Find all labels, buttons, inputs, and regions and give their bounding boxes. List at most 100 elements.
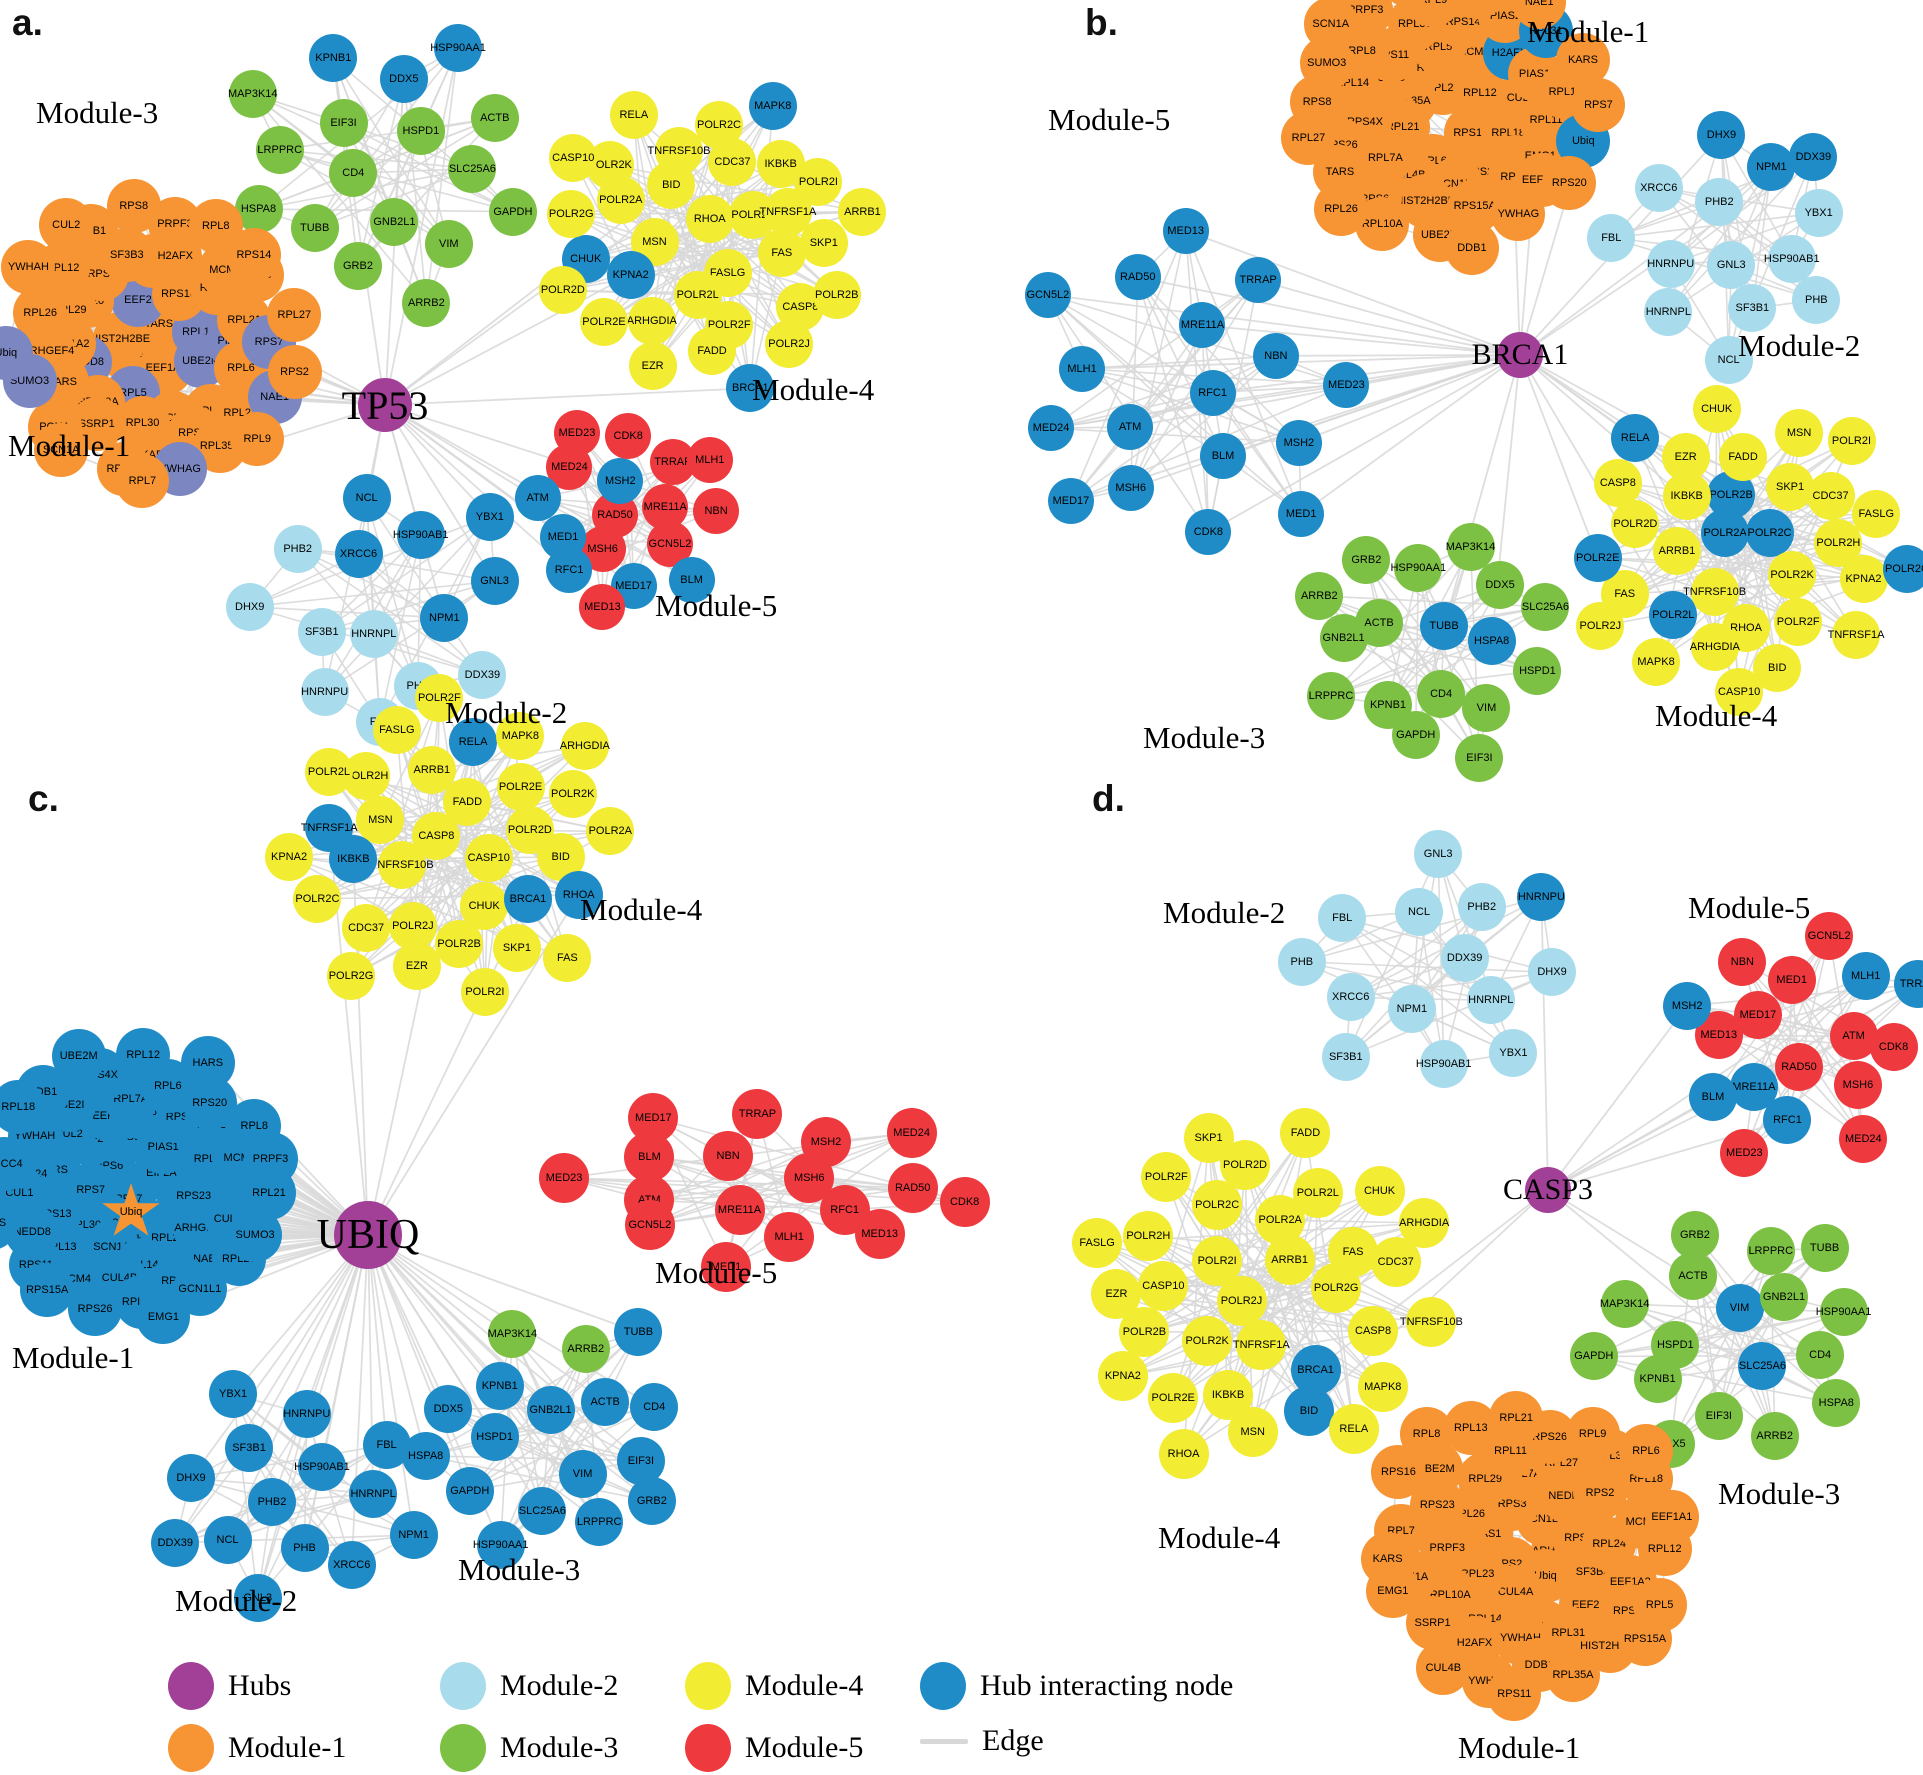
gene-node[interactable]: FASLG bbox=[372, 706, 421, 755]
gene-node[interactable]: LRPPRC bbox=[575, 1497, 624, 1546]
gene-node[interactable]: SLC25A6 bbox=[448, 144, 497, 193]
gene-node[interactable]: FASLG bbox=[1852, 489, 1901, 538]
gene-node[interactable]: CDK8 bbox=[1869, 1023, 1918, 1072]
gene-node[interactable]: RPS8 bbox=[106, 178, 161, 233]
gene-node[interactable]: MSH2 bbox=[1663, 981, 1712, 1030]
gene-node[interactable]: HNRNPL bbox=[349, 610, 398, 659]
gene-node[interactable]: NBN bbox=[703, 1130, 754, 1181]
gene-node[interactable]: ARHGDIA bbox=[1399, 1198, 1449, 1249]
gene-node[interactable]: GAPDH bbox=[488, 187, 537, 236]
gene-node[interactable]: TNFRSF1A bbox=[1828, 611, 1884, 660]
gene-node[interactable]: POLR2E bbox=[496, 763, 545, 812]
gene-node[interactable]: HSPD1 bbox=[396, 106, 445, 155]
gene-node[interactable]: MED13 bbox=[854, 1209, 905, 1260]
gene-node[interactable]: ARHGDIA bbox=[560, 721, 610, 770]
gene-node[interactable]: PHB2 bbox=[247, 1477, 296, 1526]
gene-node[interactable]: TUBB bbox=[1800, 1224, 1849, 1273]
gene-node[interactable]: HNRNPU bbox=[282, 1390, 331, 1439]
gene-node[interactable]: ARRB2 bbox=[1295, 571, 1344, 620]
gene-node[interactable]: MSN bbox=[1775, 408, 1824, 457]
gene-node[interactable]: HSP90AB1 bbox=[294, 1442, 350, 1491]
gene-node[interactable]: GCN5L2 bbox=[1024, 271, 1071, 318]
gene-node[interactable]: HSPA8 bbox=[401, 1431, 450, 1480]
gene-node[interactable]: YWHAG bbox=[1491, 186, 1546, 241]
gene-node[interactable]: DHX9 bbox=[225, 582, 274, 631]
gene-node[interactable]: RPS15A bbox=[20, 1262, 75, 1317]
gene-node[interactable]: RHOA bbox=[1158, 1428, 1209, 1479]
gene-node[interactable]: HSPA8 bbox=[1467, 616, 1516, 665]
gene-node[interactable]: ARRB2 bbox=[1750, 1411, 1799, 1460]
gene-node[interactable]: CASP10 bbox=[464, 834, 513, 883]
gene-node[interactable]: FAS bbox=[757, 228, 806, 277]
gene-node[interactable]: MAP3K14 bbox=[1446, 522, 1495, 571]
gene-node[interactable]: MSH2 bbox=[1275, 419, 1322, 466]
gene-node[interactable]: POLR2L bbox=[304, 748, 353, 797]
gene-node[interactable]: POLR2D bbox=[1611, 499, 1660, 548]
gene-node[interactable]: MED17 bbox=[628, 1092, 679, 1143]
gene-node[interactable]: FADD bbox=[1719, 433, 1768, 482]
gene-node[interactable]: EEF1A1 bbox=[1644, 1490, 1699, 1545]
gene-node[interactable]: POLR2C bbox=[1745, 508, 1794, 557]
gene-node[interactable]: DHX9 bbox=[166, 1454, 215, 1503]
gene-node[interactable]: GNB2L1 bbox=[1760, 1272, 1808, 1321]
gene-node[interactable]: BLM bbox=[1200, 432, 1247, 479]
gene-node[interactable]: RFC1 bbox=[1189, 369, 1236, 416]
gene-node[interactable]: XRCC6 bbox=[1326, 973, 1375, 1022]
gene-node[interactable]: NCL bbox=[1395, 887, 1443, 936]
gene-node[interactable]: DDX5 bbox=[379, 54, 428, 103]
gene-node[interactable]: BLM bbox=[1688, 1072, 1737, 1121]
gene-node[interactable]: GNB2L1 bbox=[1319, 614, 1368, 663]
gene-node[interactable]: LRPPRC bbox=[1746, 1226, 1795, 1275]
gene-node[interactable]: POLR2C bbox=[293, 874, 342, 923]
gene-node[interactable]: POLR2G bbox=[1883, 544, 1923, 593]
gene-node[interactable]: HNRNPL bbox=[349, 1469, 398, 1518]
gene-node[interactable]: ARRB1 bbox=[838, 187, 887, 236]
gene-node[interactable]: MLH1 bbox=[1841, 952, 1890, 1001]
gene-node[interactable]: GRB2 bbox=[333, 242, 382, 291]
gene-node[interactable]: GCN5L2 bbox=[624, 1200, 675, 1251]
gene-node[interactable]: MED17 bbox=[1047, 478, 1094, 525]
gene-node[interactable]: VIM bbox=[558, 1450, 607, 1499]
gene-node[interactable]: MED13 bbox=[579, 583, 626, 630]
gene-node[interactable]: PHB bbox=[280, 1524, 329, 1573]
gene-node[interactable]: EIF2A bbox=[1380, 0, 1435, 8]
gene-node[interactable]: FADD bbox=[443, 778, 492, 827]
gene-node[interactable]: SKP1 bbox=[1766, 462, 1815, 511]
gene-node[interactable]: POLR2I bbox=[1827, 416, 1876, 465]
gene-node[interactable]: HNRNPL bbox=[1644, 287, 1693, 336]
gene-node[interactable]: EZR bbox=[1661, 433, 1710, 482]
gene-node[interactable]: GRB2 bbox=[627, 1477, 676, 1526]
gene-node[interactable]: KPNB1 bbox=[1633, 1355, 1682, 1404]
gene-node[interactable]: TRRAP bbox=[732, 1088, 783, 1139]
gene-node[interactable]: POLR2E bbox=[1573, 533, 1622, 582]
gene-node[interactable]: HSP90AA1 bbox=[430, 24, 486, 73]
gene-node[interactable]: RHOA bbox=[685, 194, 734, 243]
gene-node[interactable]: FADD bbox=[688, 326, 737, 375]
gene-node[interactable]: RPS26 bbox=[68, 1281, 123, 1336]
gene-node[interactable]: MLH1 bbox=[686, 437, 733, 484]
gene-node[interactable]: RELA bbox=[1328, 1403, 1379, 1454]
gene-node[interactable]: PHB bbox=[1277, 937, 1326, 986]
gene-node[interactable]: RPL8 bbox=[1399, 1407, 1454, 1462]
gene-node[interactable]: POLR2I bbox=[1192, 1235, 1243, 1286]
gene-node[interactable]: ATM bbox=[514, 475, 561, 522]
gene-node[interactable]: GNL3 bbox=[1707, 240, 1756, 289]
gene-node[interactable]: XRCC6 bbox=[1634, 163, 1683, 212]
gene-node[interactable]: HSPD1 bbox=[470, 1412, 519, 1461]
gene-node[interactable]: TRRAP bbox=[1235, 257, 1282, 303]
gene-node[interactable]: DDX5 bbox=[1476, 560, 1525, 609]
gene-node[interactable]: DDX39 bbox=[458, 650, 507, 699]
gene-node[interactable]: KPNB1 bbox=[475, 1362, 524, 1411]
gene-node[interactable]: HSPD1 bbox=[1513, 646, 1562, 695]
gene-node[interactable]: POLR2I bbox=[460, 968, 509, 1017]
gene-node[interactable]: POLR2K bbox=[548, 770, 597, 819]
gene-node[interactable]: CDK8 bbox=[939, 1177, 990, 1228]
gene-node[interactable]: ARRB2 bbox=[402, 278, 451, 327]
gene-node[interactable]: GNL3 bbox=[1414, 829, 1463, 878]
gene-node[interactable]: FAS bbox=[1328, 1226, 1379, 1277]
gene-node[interactable]: MED24 bbox=[886, 1108, 937, 1159]
gene-node[interactable]: ARRB1 bbox=[407, 745, 456, 794]
gene-node[interactable]: GNB2L1 bbox=[526, 1386, 575, 1435]
gene-node[interactable]: DDX39 bbox=[1789, 132, 1838, 181]
gene-node[interactable]: POLR2F bbox=[1141, 1151, 1192, 1202]
